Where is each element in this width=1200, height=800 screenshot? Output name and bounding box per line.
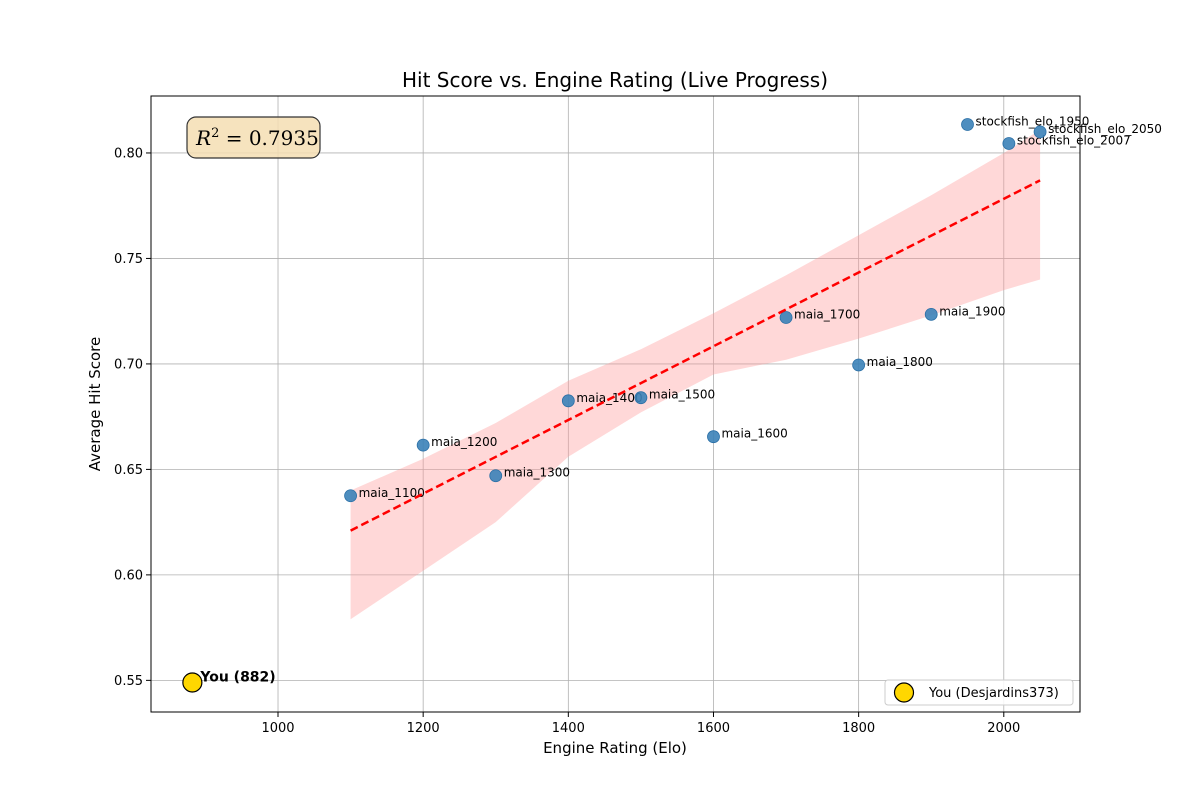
- data-point: [634, 391, 648, 405]
- data-point: [561, 394, 575, 408]
- point-label: maia_1700: [794, 308, 860, 322]
- data-point: [707, 430, 720, 444]
- x-tick-label: 1600: [697, 721, 730, 736]
- plot-area: maia_1100maia_1200maia_1300maia_1400maia…: [114, 95, 1162, 736]
- x-tick-label: 1800: [842, 721, 875, 736]
- data-point: [344, 489, 357, 503]
- point-label: stockfish_elo_1950: [976, 114, 1090, 128]
- chart-title: Hit Score vs. Engine Rating (Live Progre…: [402, 68, 828, 92]
- data-point: [1002, 137, 1016, 150]
- x-tick-label: 1200: [407, 721, 440, 736]
- data-point: [489, 469, 503, 483]
- you-point: [182, 672, 203, 693]
- legend-marker: [893, 682, 915, 703]
- r2-annotation-box: [186, 116, 321, 159]
- y-tick-label: 0.65: [114, 463, 143, 478]
- y-tick-label: 0.75: [114, 252, 143, 267]
- you-point-label: You (882): [199, 669, 275, 685]
- x-axis-title: Engine Rating (Elo): [543, 739, 687, 757]
- x-tick-label: 1000: [261, 721, 294, 736]
- point-label: maia_1100: [359, 486, 425, 500]
- data-point: [779, 311, 793, 324]
- legend-box: [884, 679, 1074, 706]
- y-tick-label: 0.80: [114, 146, 143, 161]
- confidence-band: [350, 129, 1041, 620]
- point-label: maia_1600: [721, 427, 787, 441]
- data-point: [924, 307, 938, 321]
- axes-frame: [150, 95, 1081, 713]
- y-axis-title: Average Hit Score: [86, 337, 104, 471]
- data-point: [961, 118, 974, 131]
- point-label: maia_1200: [431, 435, 497, 449]
- point-label: maia_1800: [867, 355, 933, 369]
- y-tick-label: 0.70: [114, 357, 143, 372]
- regression-line: [350, 179, 1041, 532]
- data-point: [1033, 125, 1047, 139]
- x-tick-label: 2000: [987, 721, 1020, 736]
- point-label: maia_1300: [504, 466, 570, 480]
- data-point: [416, 438, 430, 452]
- legend-label: You (Desjardins373): [928, 686, 1059, 701]
- r2-annotation: R2 = 0.7935: [195, 126, 319, 150]
- point-label: stockfish_elo_2050: [1048, 122, 1162, 136]
- point-label: maia_1900: [939, 304, 1005, 318]
- point-label: stockfish_elo_2007: [1017, 133, 1131, 147]
- y-tick-label: 0.60: [114, 568, 143, 583]
- point-label: maia_1500: [649, 388, 715, 402]
- x-tick-label: 1400: [552, 721, 585, 736]
- y-tick-label: 0.55: [114, 674, 143, 689]
- data-point: [852, 358, 866, 372]
